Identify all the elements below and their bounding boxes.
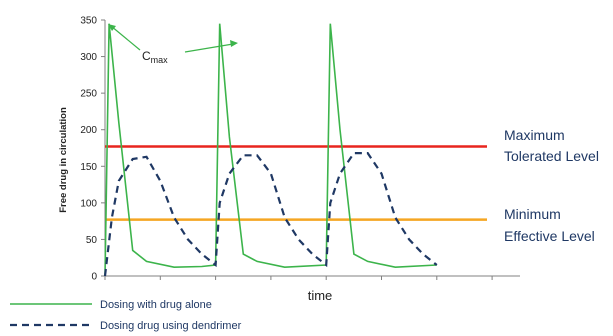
y-tick-label: 50 <box>86 235 98 246</box>
y-tick-label: 250 <box>80 89 97 100</box>
legend-label-drug-alone: Dosing with drug alone <box>100 299 212 311</box>
cmax-arrow-left <box>110 25 141 51</box>
cmax-annotation: Cmax <box>142 49 168 65</box>
y-tick-label: 100 <box>80 198 97 209</box>
legend: Dosing with drug alone Dosing drug using… <box>10 299 242 332</box>
y-axis-label: Free drug in circulation <box>58 107 69 213</box>
series-line-dendrimer <box>103 152 438 277</box>
max-tolerated-label-line1: Maximum <box>504 127 565 143</box>
max-tolerated-label-line2: Tolerated Level <box>504 148 599 164</box>
legend-label-dendrimer: Dosing drug using dendrimer <box>100 320 242 332</box>
min-effective-label-line2: Effective Level <box>504 228 595 244</box>
y-tick-label: 150 <box>80 162 97 173</box>
cmax-arrowhead-left <box>108 24 116 31</box>
min-effective-label-line1: Minimum <box>504 206 561 222</box>
cmax-arrowhead-right <box>230 40 238 47</box>
y-tick-label: 200 <box>80 125 97 136</box>
series-line-drug-alone <box>104 23 437 277</box>
y-tick-label: 300 <box>80 52 97 63</box>
cmax-arrow-right <box>184 43 234 53</box>
y-tick-label: 0 <box>91 272 97 283</box>
y-tick-label: 350 <box>80 16 97 27</box>
x-axis-label: time <box>308 288 333 303</box>
